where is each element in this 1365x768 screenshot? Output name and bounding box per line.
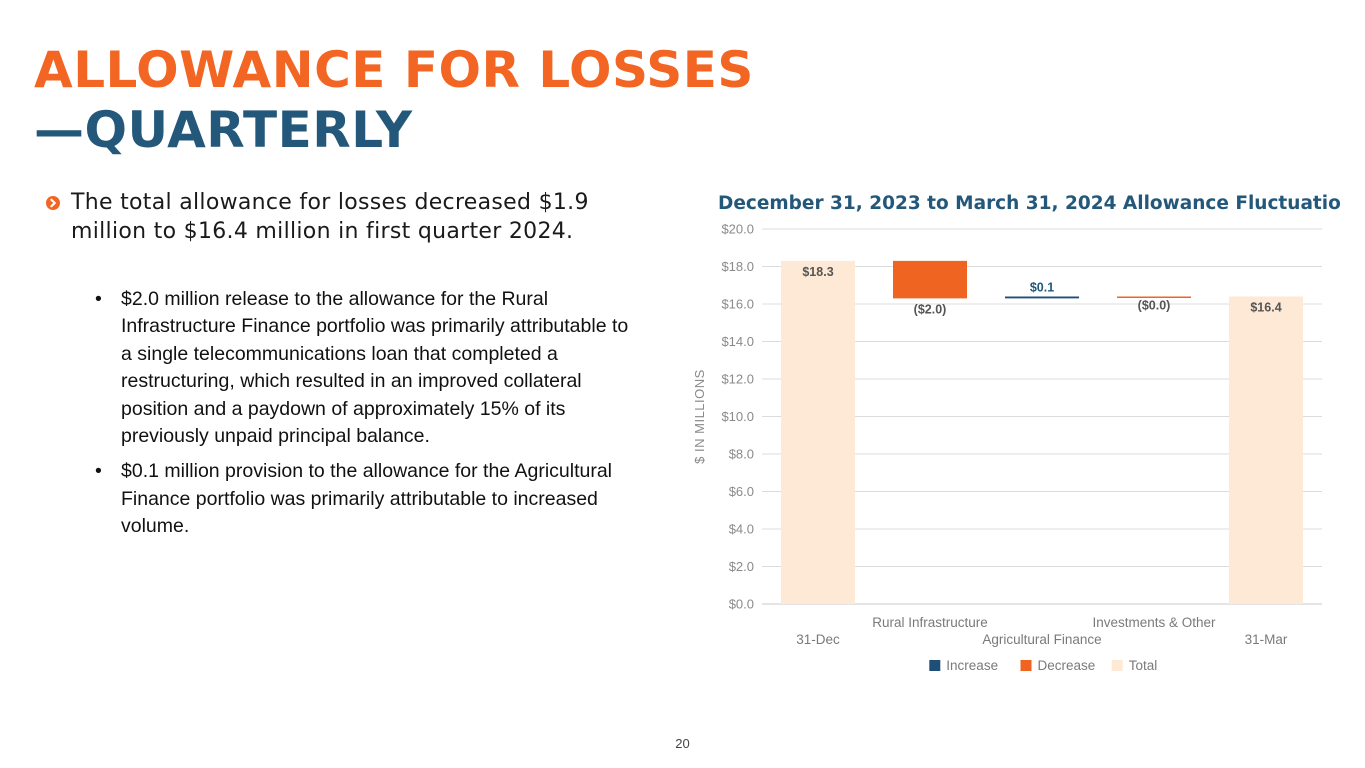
bar-increase [1005, 296, 1079, 299]
chart-title: December 31, 2023 to March 31, 2024 Allo… [718, 193, 1340, 214]
legend-label: Decrease [1038, 658, 1096, 673]
data-label: $18.3 [802, 265, 833, 279]
legend-swatch-increase [929, 660, 941, 671]
x-tick-label: 31-Dec [796, 632, 840, 647]
bullet-item: • $0.1 million provision to the allowanc… [95, 458, 635, 540]
data-label: ($0.0) [1138, 299, 1171, 313]
page-number: 20 [675, 736, 690, 751]
waterfall-chart: December 31, 2023 to March 31, 2024 Allo… [692, 193, 1340, 673]
y-tick-label: $18.0 [721, 259, 754, 274]
bullet-text: $0.1 million provision to the allowance … [121, 460, 613, 538]
bullet-text: $2.0 million release to the allowance fo… [121, 288, 629, 448]
data-label: $0.1 [1030, 281, 1054, 295]
y-tick-label: $4.0 [729, 522, 754, 537]
bar-decrease [1117, 296, 1191, 298]
x-tick-label: Agricultural Finance [982, 632, 1101, 647]
y-tick-label: $6.0 [729, 484, 754, 499]
y-tick-label: $14.0 [721, 334, 754, 349]
y-tick-label: $2.0 [729, 559, 754, 574]
bullet-dot: • [95, 288, 102, 310]
page-title-line1: ALLOWANCE FOR LOSSES [34, 41, 754, 99]
bullet-dot: • [95, 460, 102, 483]
chevron-circle-icon [46, 196, 60, 210]
page-title: ALLOWANCE FOR LOSSES —QUARTERLY [34, 40, 754, 160]
lead-text: The total allowance for losses decreased… [71, 190, 589, 244]
bar-total [1229, 296, 1303, 604]
y-axis-label: $ IN MILLIONS [692, 369, 707, 464]
legend-swatch-total [1111, 660, 1123, 671]
legend-swatch-decrease [1020, 660, 1032, 671]
y-tick-label: $8.0 [729, 447, 754, 462]
y-tick-label: $16.0 [721, 297, 754, 312]
page-title-line2: —QUARTERLY [34, 101, 413, 159]
bar-total [781, 260, 855, 604]
x-tick-label: Rural Infrastructure [872, 615, 988, 630]
legend-label: Increase [946, 658, 998, 673]
x-tick-label: 31-Mar [1245, 632, 1288, 647]
lead-paragraph: The total allowance for losses decreased… [46, 188, 646, 246]
data-label: ($2.0) [914, 302, 947, 316]
legend-label: Total [1129, 658, 1158, 673]
bullet-item: • $2.0 million release to the allowance … [95, 286, 635, 450]
x-tick-label: Investments & Other [1092, 615, 1216, 630]
bar-decrease [893, 260, 967, 299]
bullet-list: • $2.0 million release to the allowance … [95, 286, 635, 549]
data-label: $16.4 [1250, 301, 1281, 315]
y-tick-label: $10.0 [721, 409, 754, 424]
y-tick-label: $0.0 [729, 597, 754, 612]
y-tick-label: $20.0 [721, 222, 754, 237]
y-tick-label: $12.0 [721, 372, 754, 387]
